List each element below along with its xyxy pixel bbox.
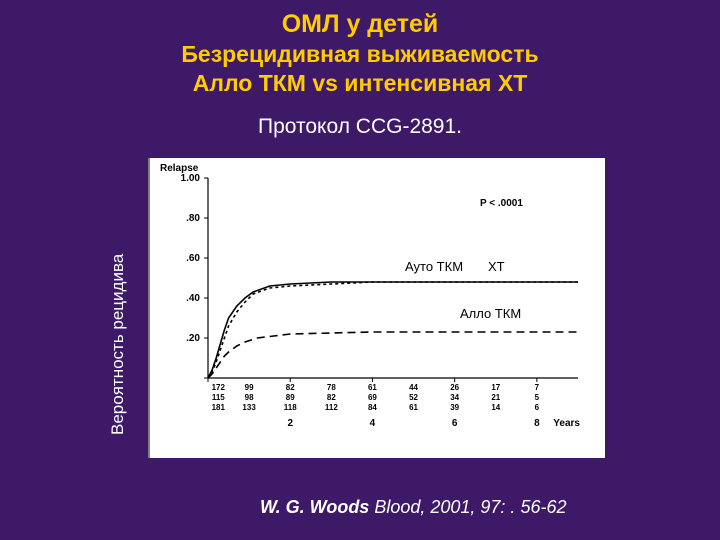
svg-text:115: 115 (212, 393, 225, 402)
svg-text:.40: .40 (186, 293, 200, 304)
svg-text:44: 44 (409, 383, 418, 392)
svg-text:61: 61 (409, 403, 418, 412)
survival-chart: .20 .40 .60 .80 1.00 2 4 6 8 Relapse Years P < .000… (150, 158, 605, 458)
svg-text:5: 5 (535, 393, 540, 402)
svg-text:39: 39 (450, 403, 459, 412)
svg-text:172: 172 (212, 383, 226, 392)
svg-text:78: 78 (327, 383, 336, 392)
svg-text:.80: .80 (186, 213, 200, 224)
svg-text:ХТ: ХТ (488, 259, 505, 274)
svg-text:26: 26 (450, 383, 459, 392)
title-top: ОМЛ у детей (0, 10, 720, 39)
svg-text:14: 14 (491, 403, 500, 412)
svg-text:6: 6 (535, 403, 540, 412)
svg-text:99: 99 (245, 383, 254, 392)
svg-text:118: 118 (284, 403, 297, 412)
svg-text:.20: .20 (186, 333, 200, 344)
svg-text:89: 89 (286, 393, 295, 402)
svg-text:8: 8 (534, 418, 540, 429)
svg-text:69: 69 (368, 393, 377, 402)
chart-svg: .20 .40 .60 .80 1.00 2 4 6 8 Relapse Years P < .000… (150, 158, 605, 458)
svg-text:82: 82 (327, 393, 336, 402)
svg-text:17: 17 (491, 383, 500, 392)
svg-text:Relapse: Relapse (160, 163, 199, 174)
svg-text:133: 133 (242, 403, 256, 412)
svg-text:7: 7 (535, 383, 540, 392)
citation-rest: Blood, 2001, 97: . 56-62 (369, 497, 566, 517)
svg-text:6: 6 (452, 418, 458, 429)
svg-text:P < .0001: P < .0001 (480, 198, 523, 209)
svg-text:21: 21 (491, 393, 500, 402)
svg-text:Алло ТКМ: Алло ТКМ (460, 306, 521, 321)
title-main: Безрецидивная выживаемостьАлло ТКМ vs ин… (0, 40, 720, 98)
citation-author: W. G. Woods (260, 497, 369, 517)
svg-text:98: 98 (245, 393, 254, 402)
svg-text:.60: .60 (186, 253, 200, 264)
subtitle: Протокол CCG-2891. (0, 115, 720, 139)
svg-text:112: 112 (325, 403, 338, 412)
svg-text:84: 84 (368, 403, 377, 412)
y-axis-label: Вероятность рецидива (108, 254, 128, 435)
svg-text:61: 61 (368, 383, 377, 392)
svg-text:34: 34 (450, 393, 459, 402)
svg-text:82: 82 (286, 383, 295, 392)
svg-text:52: 52 (409, 393, 418, 402)
svg-text:Years: Years (553, 418, 580, 429)
svg-text:2: 2 (287, 418, 293, 429)
svg-text:4: 4 (370, 418, 376, 429)
citation: W. G. Woods Blood, 2001, 97: . 56-62 (260, 497, 566, 518)
svg-text:Ауто ТКМ: Ауто ТКМ (405, 259, 463, 274)
svg-text:181: 181 (212, 403, 226, 412)
svg-text:1.00: 1.00 (181, 173, 201, 184)
